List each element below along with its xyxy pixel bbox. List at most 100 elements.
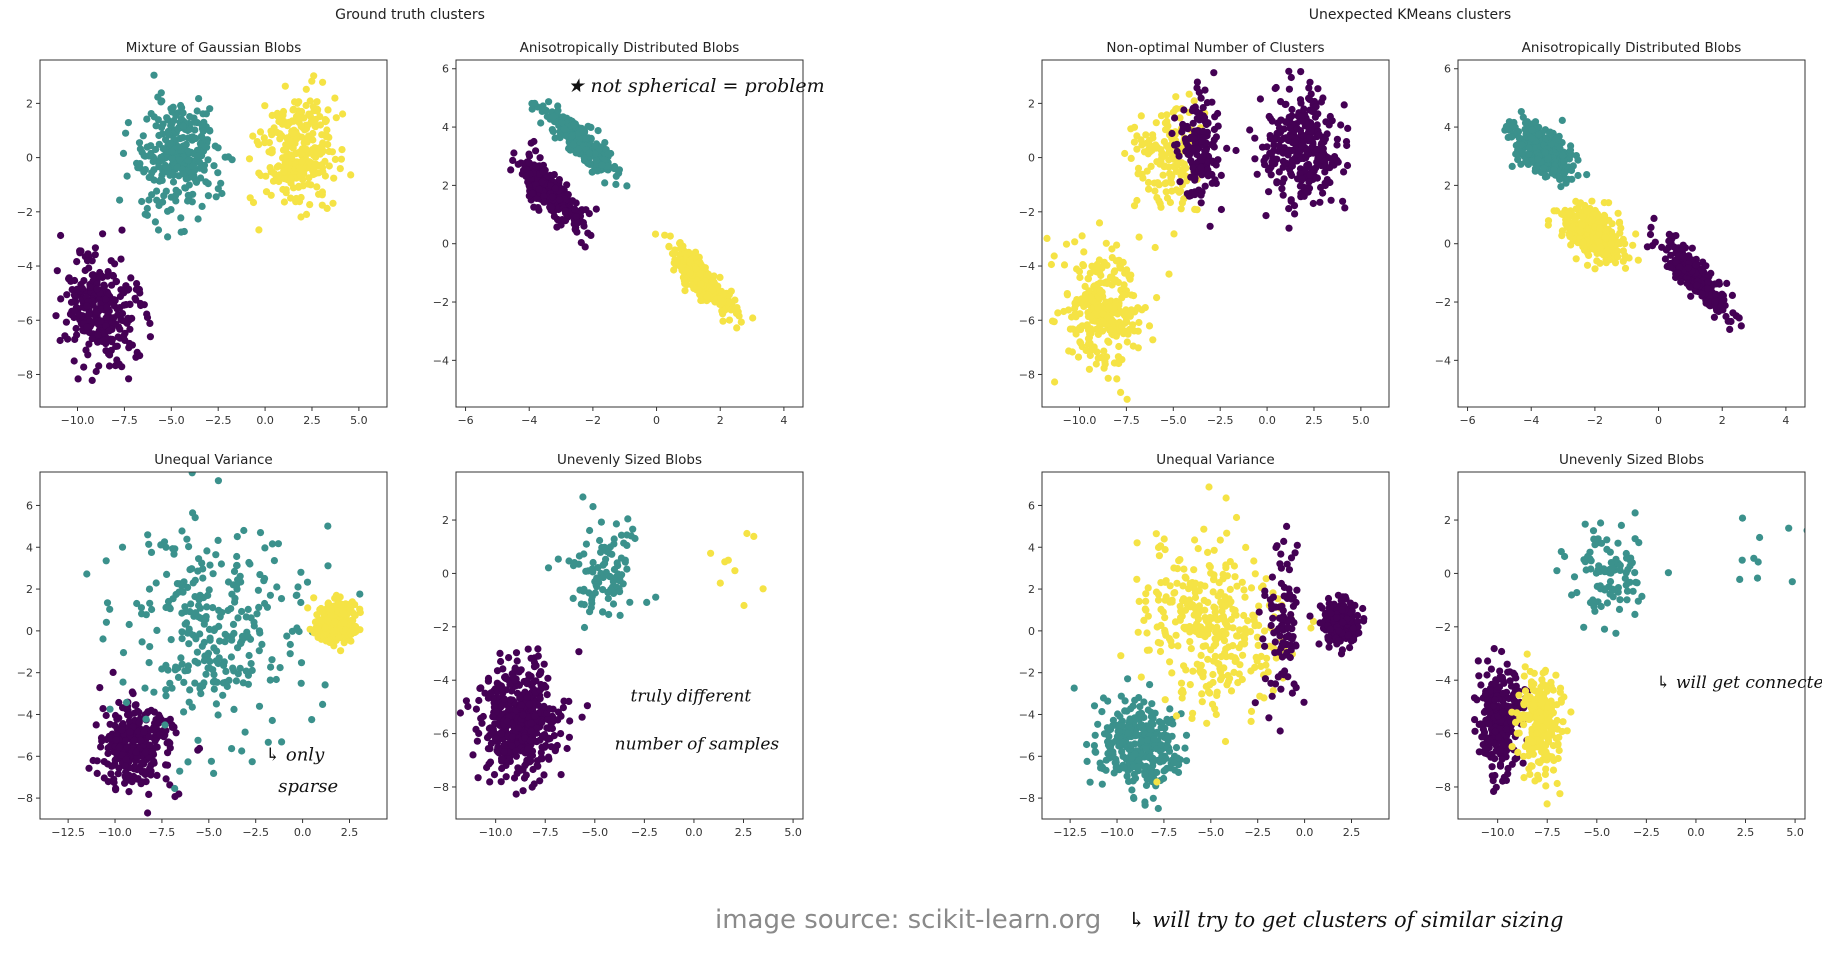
data-point-teal [174, 188, 183, 196]
data-point-teal [274, 540, 282, 548]
data-point-yellow [1068, 313, 1076, 321]
data-point-yellow [694, 286, 702, 294]
x-tick-label: −5.0 [1160, 414, 1187, 427]
data-point-purple [91, 244, 99, 252]
data-point-teal [615, 166, 623, 174]
data-point-purple [1273, 179, 1281, 187]
y-tick-label: 2 [442, 514, 449, 527]
data-point-purple [1306, 171, 1314, 179]
data-point-purple [1273, 155, 1281, 163]
data-point-teal [140, 168, 148, 176]
data-point-yellow [1191, 205, 1199, 213]
data-point-teal [146, 643, 154, 651]
data-point-purple [1190, 145, 1198, 153]
data-point-teal [222, 667, 230, 675]
data-point-teal [247, 660, 255, 668]
data-point-teal [191, 118, 199, 126]
data-point-purple [110, 775, 118, 783]
data-point-purple [484, 674, 493, 682]
data-point-purple [1303, 147, 1311, 155]
data-point-yellow [688, 281, 696, 289]
data-point-purple [1340, 168, 1348, 176]
data-point-teal [169, 171, 178, 179]
data-point-purple [587, 231, 595, 239]
data-point-yellow [1114, 278, 1123, 287]
data-point-teal [308, 716, 316, 724]
data-point-teal [152, 579, 160, 587]
data-point-yellow [1157, 158, 1165, 166]
data-point-purple [524, 745, 532, 753]
data-point-teal [205, 586, 213, 594]
data-point-purple [141, 748, 150, 757]
data-point-teal [1583, 171, 1591, 179]
data-point-purple [1217, 205, 1225, 214]
data-point-teal [195, 555, 203, 563]
data-point-yellow [313, 148, 321, 156]
data-point-purple [99, 705, 107, 713]
data-point-purple [1246, 126, 1254, 134]
data-point-teal [569, 594, 577, 602]
data-point-purple [1314, 85, 1322, 93]
data-point-yellow [289, 129, 297, 137]
data-point-purple [493, 687, 501, 695]
data-point-teal [173, 580, 181, 588]
data-point-purple [141, 770, 149, 779]
data-point-teal [230, 567, 239, 575]
data-point-teal [210, 162, 218, 170]
data-point-teal [225, 676, 233, 684]
data-point-yellow [292, 194, 300, 203]
data-point-yellow [719, 290, 728, 298]
data-point-yellow [1066, 325, 1074, 333]
data-point-yellow [1102, 239, 1110, 247]
data-point-purple [1286, 124, 1294, 132]
data-point-yellow [1121, 149, 1129, 158]
data-point-purple [1298, 117, 1306, 125]
data-point-teal [580, 154, 588, 162]
data-point-yellow [1152, 119, 1160, 127]
data-point-purple [512, 790, 520, 798]
data-point-purple [1276, 128, 1284, 137]
data-point-teal [297, 659, 306, 667]
data-point-purple [548, 193, 557, 201]
data-point-teal [204, 192, 212, 200]
data-point-teal [181, 184, 190, 192]
data-point-teal [588, 168, 596, 176]
data-point-teal [233, 552, 241, 561]
data-point-yellow [1169, 108, 1177, 116]
scatter-points [52, 71, 355, 384]
y-tick-label: 0 [442, 238, 449, 251]
data-point-yellow [338, 146, 346, 154]
data-point-yellow [1595, 238, 1603, 246]
data-point-purple [1282, 118, 1290, 126]
data-point-teal [202, 110, 210, 118]
data-point-teal [264, 738, 272, 746]
data-point-yellow [666, 232, 674, 240]
data-point-yellow [1632, 230, 1640, 238]
data-point-yellow [1591, 246, 1599, 254]
data-point-teal [616, 588, 624, 596]
data-point-yellow [1596, 259, 1604, 267]
data-point-yellow [331, 618, 339, 626]
data-point-yellow [1576, 226, 1584, 235]
data-point-purple [535, 185, 543, 193]
data-point-teal [1540, 164, 1548, 172]
data-point-yellow [1130, 138, 1138, 146]
data-point-yellow [302, 210, 311, 218]
data-point-teal [554, 106, 562, 115]
data-point-teal [215, 654, 223, 662]
data-point-purple [533, 724, 541, 732]
data-point-yellow [322, 133, 330, 141]
data-point-teal [195, 95, 203, 103]
data-point-purple [153, 771, 161, 779]
data-point-purple [1285, 67, 1293, 75]
data-point-teal [1525, 144, 1533, 152]
data-point-teal [196, 682, 204, 690]
data-point-purple [1317, 183, 1325, 192]
data-point-yellow [337, 155, 345, 163]
y-tick-label: −2 [433, 621, 449, 634]
data-point-purple [122, 301, 130, 309]
data-point-teal [203, 603, 211, 611]
data-point-purple [96, 273, 104, 281]
data-point-purple [1256, 95, 1264, 103]
data-point-yellow [1079, 262, 1088, 270]
